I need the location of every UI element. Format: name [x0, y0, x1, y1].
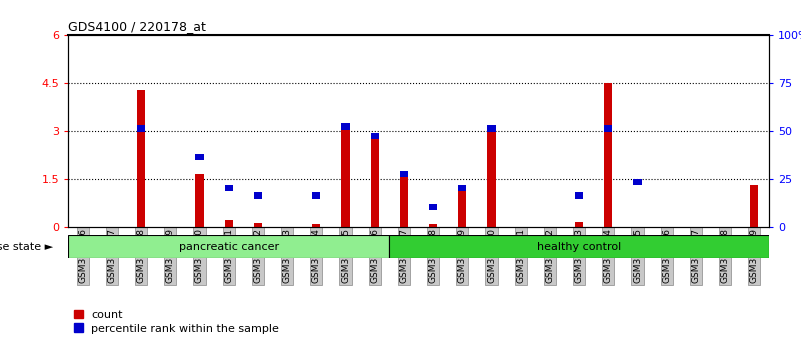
- Bar: [371, 133, 379, 139]
- Bar: [389, 235, 769, 258]
- Text: GDS4100 / 220178_at: GDS4100 / 220178_at: [68, 20, 206, 33]
- Bar: [341, 125, 349, 227]
- Bar: [604, 83, 613, 227]
- Bar: [195, 154, 203, 160]
- Bar: [68, 235, 389, 258]
- Bar: [312, 224, 320, 227]
- Bar: [371, 134, 379, 227]
- Bar: [575, 192, 583, 199]
- Bar: [488, 125, 496, 227]
- Text: healthy control: healthy control: [537, 242, 622, 252]
- Bar: [254, 223, 262, 227]
- Bar: [604, 125, 613, 132]
- Bar: [458, 185, 466, 227]
- Bar: [137, 90, 145, 227]
- Text: disease state ►: disease state ►: [0, 242, 54, 252]
- Bar: [400, 171, 408, 177]
- Bar: [488, 125, 496, 132]
- Bar: [312, 192, 320, 199]
- Bar: [341, 123, 349, 130]
- Legend: count, percentile rank within the sample: count, percentile rank within the sample: [74, 310, 280, 333]
- Bar: [195, 174, 203, 227]
- Bar: [224, 219, 233, 227]
- Bar: [254, 192, 262, 199]
- Bar: [429, 204, 437, 210]
- Bar: [224, 184, 233, 191]
- Bar: [137, 125, 145, 132]
- Bar: [634, 179, 642, 185]
- Bar: [575, 222, 583, 227]
- Bar: [400, 171, 408, 227]
- Bar: [751, 185, 759, 227]
- Text: pancreatic cancer: pancreatic cancer: [179, 242, 279, 252]
- Bar: [429, 224, 437, 227]
- Bar: [458, 184, 466, 191]
